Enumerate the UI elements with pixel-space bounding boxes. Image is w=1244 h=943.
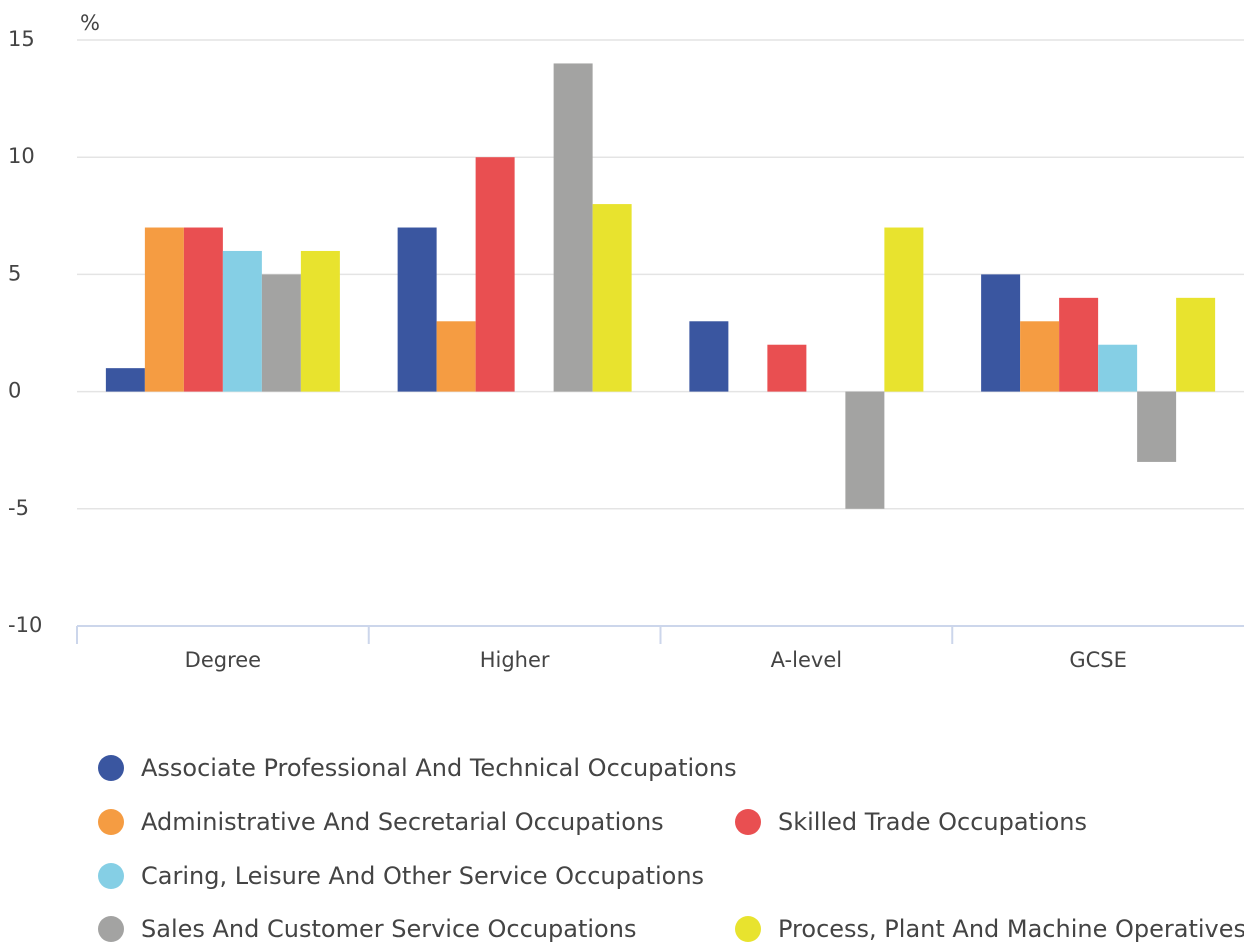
bar bbox=[475, 157, 515, 392]
legend-label: Caring, Leisure And Other Service Occupa… bbox=[141, 862, 704, 890]
x-tick-label: Degree bbox=[185, 648, 261, 672]
bar bbox=[981, 274, 1021, 392]
bar bbox=[592, 204, 632, 392]
bar bbox=[105, 368, 145, 392]
x-tick-label: Higher bbox=[480, 648, 550, 672]
y-tick-label: -10 bbox=[8, 613, 42, 637]
bar bbox=[1137, 391, 1177, 462]
bar bbox=[300, 250, 340, 392]
x-tick-label: GCSE bbox=[1069, 648, 1127, 672]
bar bbox=[183, 227, 223, 392]
bar bbox=[1176, 297, 1216, 392]
x-tick-label: A-level bbox=[771, 648, 842, 672]
legend-label: Skilled Trade Occupations bbox=[778, 808, 1087, 836]
legend-label: Administrative And Secretarial Occupatio… bbox=[141, 808, 664, 836]
bar bbox=[1020, 321, 1060, 392]
bar bbox=[884, 227, 924, 392]
y-tick-label: -5 bbox=[8, 496, 29, 520]
legend-label: Process, Plant And Machine Operatives bbox=[778, 915, 1244, 943]
bar bbox=[222, 250, 262, 392]
bar bbox=[261, 274, 301, 392]
bar bbox=[767, 344, 807, 392]
legend-label: Associate Professional And Technical Occ… bbox=[141, 754, 737, 782]
bar bbox=[144, 227, 184, 392]
legend-marker bbox=[98, 755, 124, 781]
legend-marker bbox=[98, 809, 124, 835]
y-tick-label: 15 bbox=[8, 27, 35, 51]
legend-marker bbox=[98, 863, 124, 889]
bar bbox=[436, 321, 476, 392]
y-tick-label: 10 bbox=[8, 144, 35, 168]
y-axis-label: % bbox=[80, 11, 100, 35]
legend-marker bbox=[735, 916, 761, 942]
legend-marker bbox=[98, 916, 124, 942]
bar bbox=[397, 227, 437, 392]
y-tick-label: 5 bbox=[8, 261, 21, 285]
bar bbox=[845, 391, 885, 509]
legend-marker bbox=[735, 809, 761, 835]
legend-label: Sales And Customer Service Occupations bbox=[141, 915, 636, 943]
bar bbox=[1098, 344, 1138, 392]
bar bbox=[1059, 297, 1099, 392]
bar bbox=[553, 63, 593, 392]
bar bbox=[689, 321, 729, 392]
y-tick-label: 0 bbox=[8, 379, 21, 403]
